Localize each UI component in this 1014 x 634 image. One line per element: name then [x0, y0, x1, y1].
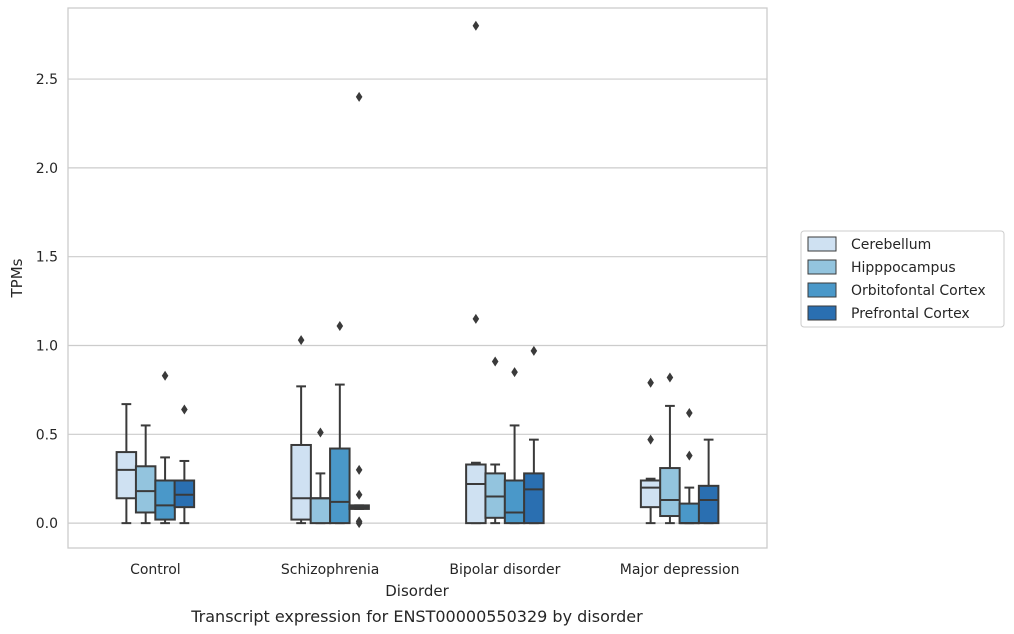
x-tick-label-2: Bipolar disorder [449, 562, 560, 578]
plot-frame [67, 7, 768, 549]
outlier-point-3 [355, 464, 363, 475]
y-tick-label-0: 0.0 [36, 516, 58, 532]
legend-label-0: Cerebellum [851, 237, 931, 253]
box-0-0 [115, 403, 138, 525]
y-axis-ticks: 0.0 0.5 1.0 1.5 2.0 2.5 [36, 72, 58, 532]
box-1-0 [134, 424, 157, 525]
outlier-point-1 [686, 408, 693, 418]
plot-area [68, 8, 767, 548]
outlier-point-0 [686, 450, 693, 461]
outlier-point-0 [161, 370, 169, 381]
box-1-1 [309, 427, 332, 525]
box-body [329, 447, 351, 525]
box-0-1 [290, 335, 312, 525]
outlier-point-0 [647, 434, 654, 445]
box-body [154, 479, 176, 521]
outlier-point-0 [317, 427, 324, 438]
y-tick-label-3: 1.5 [36, 250, 58, 266]
x-tick-label-3: Major depression [620, 562, 740, 578]
outlier-point-0 [511, 367, 518, 378]
legend-swatch-2 [807, 282, 837, 298]
box-body [697, 484, 720, 525]
legend-frame [800, 230, 1005, 328]
y-tick-label-4: 2.0 [36, 161, 58, 177]
chart-caption: Transcript expression for ENST0000055032… [190, 607, 643, 626]
y-axis-label: TPMs [8, 258, 26, 298]
legend-swatch-0 [807, 236, 837, 252]
outlier-point-0 [181, 404, 188, 415]
box-3-3 [697, 438, 720, 525]
box-groups [115, 20, 720, 529]
x-tick-label-0: Control [130, 562, 181, 578]
outlier-point-0 [472, 313, 480, 324]
box-body [503, 479, 526, 525]
outlier-point-1 [647, 377, 654, 388]
y-tick-label-1: 0.5 [36, 427, 58, 443]
box-body [678, 502, 701, 525]
box-2-3 [678, 408, 701, 525]
legend-swatch-3 [807, 305, 837, 321]
box-body [115, 451, 138, 500]
box-3-1 [348, 91, 370, 529]
legend: Cerebellum Hipppocampus Orbitofontal Corte… [800, 230, 1005, 328]
x-axis-ticks: Control Schizophrenia Bipolar disorder Majo… [130, 562, 739, 578]
outlier-point-2 [355, 489, 363, 500]
outlier-point-1 [472, 20, 480, 31]
y-tick-label-2: 1.0 [36, 339, 58, 355]
box-2-1 [329, 320, 351, 525]
box-1-3 [659, 372, 681, 525]
outlier-point-0 [297, 335, 305, 346]
box-3-0 [173, 404, 196, 525]
box-body [309, 497, 332, 525]
legend-label-3: Prefrontal Cortex [851, 306, 970, 322]
box-body [523, 472, 545, 525]
box-2-2 [503, 367, 526, 525]
y-tick-label-5: 2.5 [36, 72, 58, 88]
box-3-2 [523, 345, 545, 525]
outlier-point-1 [355, 516, 363, 527]
x-tick-label-1: Schizophrenia [281, 562, 379, 578]
outlier-point-0 [530, 345, 538, 356]
box-body [639, 479, 662, 509]
box-body [134, 465, 157, 514]
outlier-point-4 [355, 91, 363, 102]
box-body [659, 467, 681, 518]
box-body [465, 463, 487, 525]
outlier-point-0 [491, 356, 499, 367]
legend-swatch-1 [807, 259, 837, 275]
legend-label-1: Hipppocampus [851, 260, 956, 276]
legend-label-2: Orbitofontal Cortex [851, 283, 986, 299]
box-body [290, 443, 312, 521]
outlier-point-0 [336, 320, 344, 331]
x-axis-label: Disorder [385, 582, 449, 600]
outlier-point-0 [666, 372, 674, 383]
